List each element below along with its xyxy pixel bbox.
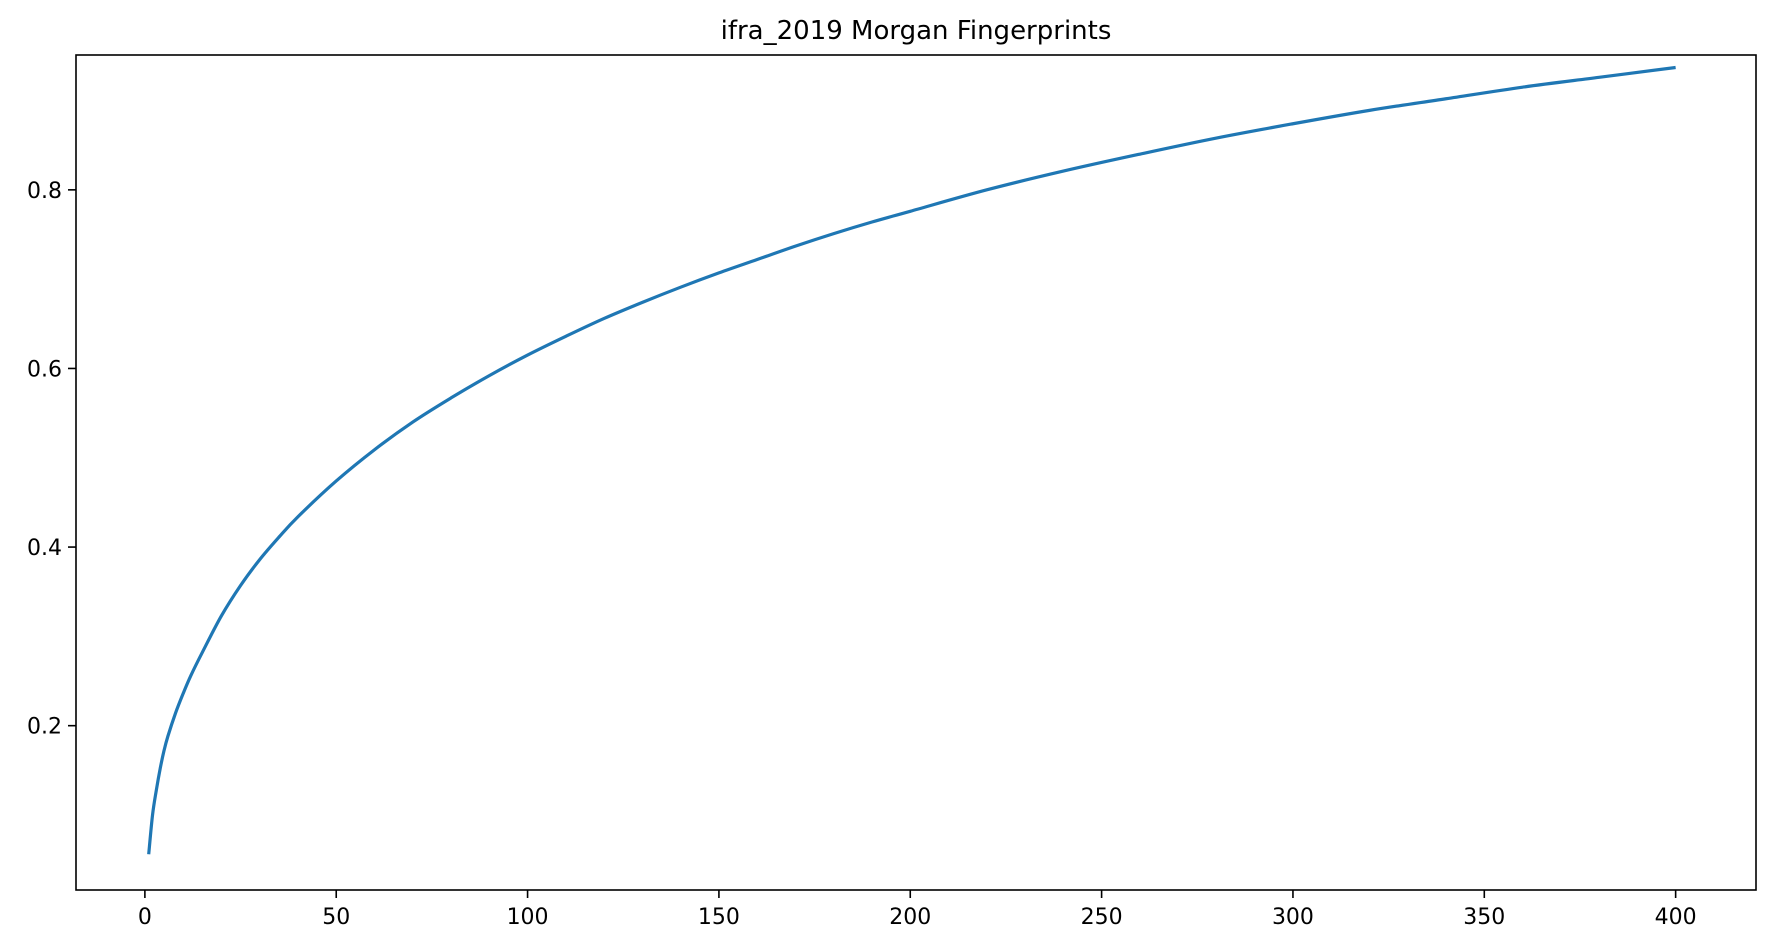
series-line xyxy=(147,65,1676,855)
plot-area xyxy=(147,65,1676,855)
x-tick-label: 0 xyxy=(138,905,152,930)
x-tick-label: 50 xyxy=(322,905,350,930)
y-tick-label: 0.8 xyxy=(27,179,62,204)
chart-title: ifra_2019 Morgan Fingerprints xyxy=(721,16,1112,46)
x-tick-label: 150 xyxy=(698,905,740,930)
y-tick-label: 0.4 xyxy=(27,536,62,561)
x-tick-label: 200 xyxy=(889,905,931,930)
x-axis: 0 50 100 150 200 250 300 350 400 xyxy=(138,890,1697,930)
x-tick-label: 350 xyxy=(1463,905,1505,930)
x-tick-label: 300 xyxy=(1272,905,1314,930)
x-tick-label: 250 xyxy=(1081,905,1123,930)
y-axis: 0.2 0.4 0.6 0.8 xyxy=(27,179,76,740)
y-tick-label: 0.2 xyxy=(27,715,62,740)
y-tick-label: 0.6 xyxy=(27,357,62,382)
axes-frame xyxy=(75,54,1757,891)
x-tick-label: 400 xyxy=(1655,905,1697,930)
x-tick-label: 100 xyxy=(507,905,549,930)
